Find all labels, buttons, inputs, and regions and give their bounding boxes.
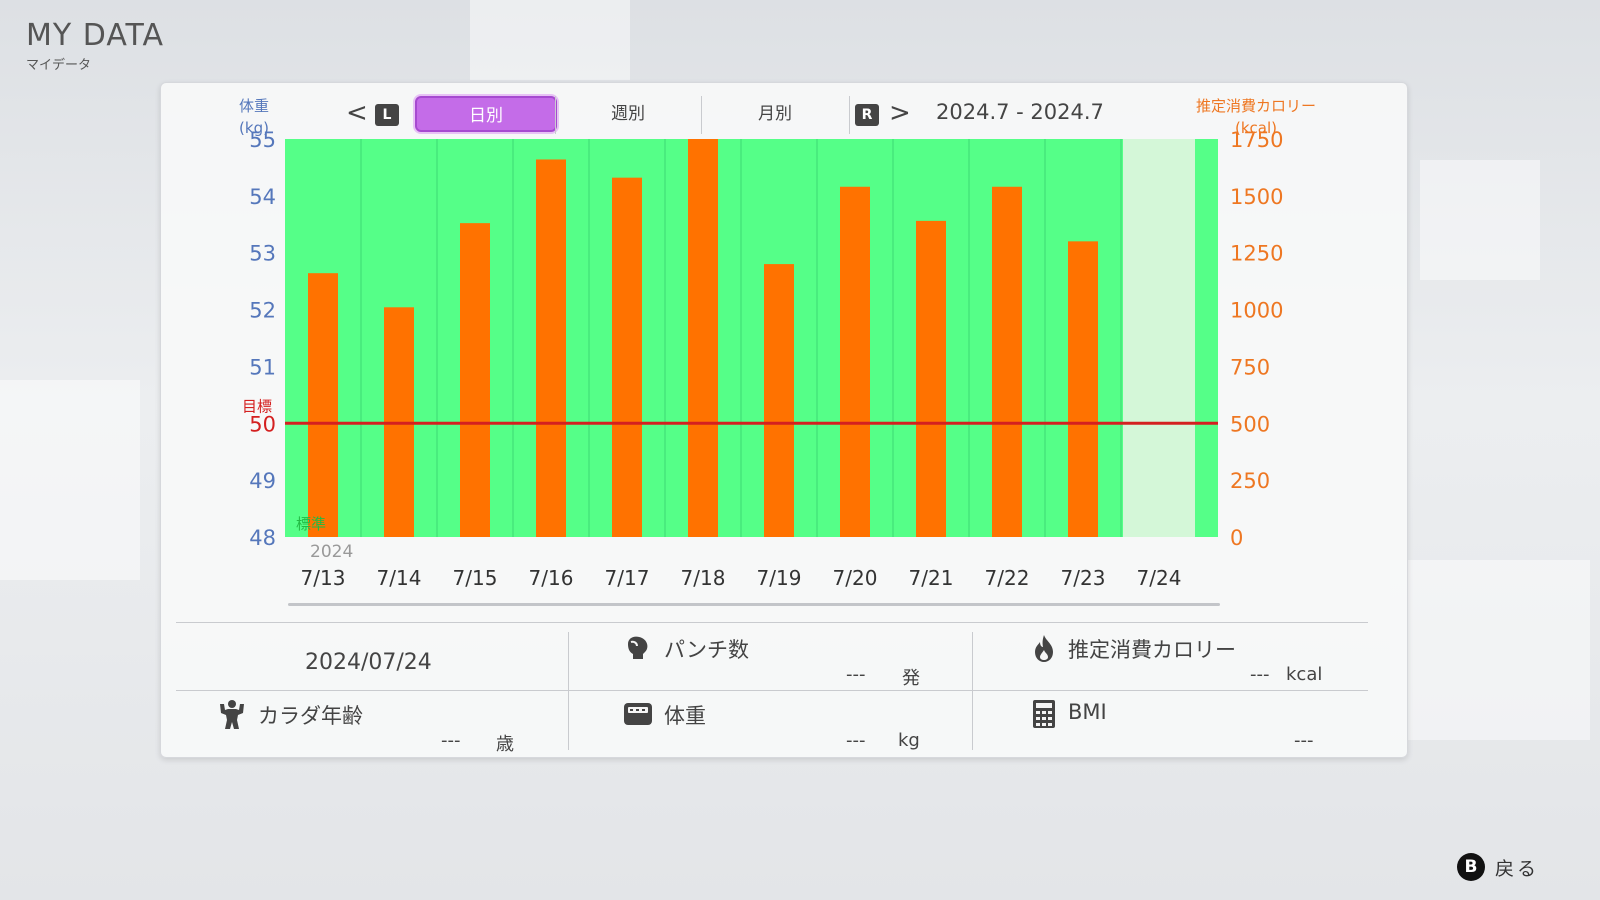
chart-year-label: 2024 [310, 542, 354, 562]
punch-count-unit: 発 [902, 668, 920, 689]
selected-date: 2024/07/24 [305, 650, 432, 675]
calorie-bar [308, 273, 338, 537]
date-range: 2024.7 - 2024.7 [936, 100, 1104, 124]
tab-divider [555, 96, 556, 134]
body-age-value: --- [441, 730, 461, 751]
selected-day-highlight [1123, 139, 1195, 537]
chart-scrollbar[interactable] [288, 603, 1220, 606]
calorie-label: 推定消費カロリー [1068, 638, 1236, 662]
left-axis-tick-label: 48 [249, 526, 276, 550]
boxing-glove-icon [628, 636, 648, 659]
x-axis-date-label[interactable]: 7/20 [832, 566, 878, 590]
calorie-value: --- [1250, 664, 1270, 685]
calorie-bar [1068, 241, 1098, 538]
x-axis-date-label[interactable]: 7/22 [984, 566, 1030, 590]
calculator-icon [1033, 700, 1055, 728]
body-age-label: カラダ年齢 [258, 704, 363, 728]
x-axis-date-label[interactable]: 7/16 [528, 566, 574, 590]
left-axis-tick-label: 53 [249, 242, 276, 266]
back-label: 戻る [1495, 857, 1540, 880]
right-axis-tick-label: 1000 [1230, 299, 1283, 323]
background-tile [1420, 160, 1540, 280]
punch-count-value: --- [846, 664, 866, 685]
l-button-icon[interactable]: L [375, 104, 399, 126]
standard-label: 標準 [296, 515, 326, 533]
weight-value: --- [846, 730, 866, 751]
x-axis-date-label[interactable]: 7/15 [452, 566, 498, 590]
calorie-bar [612, 177, 642, 538]
plot-background [285, 139, 1218, 537]
muscle-body-icon [220, 700, 244, 729]
tab-monthly[interactable]: 月別 [758, 104, 792, 124]
right-axis-title-line1: 推定消費カロリー [1195, 97, 1316, 115]
x-axis-date-label[interactable]: 7/13 [300, 566, 346, 590]
right-axis-tick-label: 750 [1230, 355, 1270, 379]
bmi-value: --- [1294, 730, 1314, 751]
background-tile [1390, 560, 1590, 740]
page-subtitle: マイデータ [26, 58, 92, 73]
x-axis-date-label[interactable]: 7/21 [908, 566, 954, 590]
left-axis-title: 体重 (kg) [236, 95, 272, 139]
background-tile [0, 380, 140, 580]
right-axis-tick-label: 250 [1230, 469, 1270, 493]
stats-divider [176, 622, 1368, 623]
next-period-arrow[interactable]: > [889, 98, 911, 128]
left-axis-tick-label: 51 [249, 355, 276, 379]
calorie-bar [764, 264, 794, 537]
left-axis-tick-label: 55 [249, 128, 276, 152]
x-axis-date-label[interactable]: 7/23 [1060, 566, 1106, 590]
scale-icon [624, 703, 652, 725]
weight-unit: kg [898, 730, 920, 751]
x-axis-date-label[interactable]: 7/19 [756, 566, 802, 590]
left-axis-tick-label: 52 [249, 299, 276, 323]
tab-weekly[interactable]: 週別 [611, 104, 645, 124]
right-axis-tick-label: 1250 [1230, 242, 1283, 266]
x-axis-date-label[interactable]: 7/14 [376, 566, 422, 590]
calorie-bar [992, 186, 1022, 537]
right-axis-tick-label: 1500 [1230, 185, 1283, 209]
bmi-label: BMI [1068, 700, 1107, 724]
right-axis-tick-label: 0 [1230, 526, 1243, 550]
right-axis-title: 推定消費カロリー (kcal) [1186, 95, 1326, 139]
tab-divider [701, 96, 702, 134]
background-tile [470, 0, 630, 80]
tab-divider [849, 96, 850, 134]
left-axis-tick-label: 49 [249, 469, 276, 493]
r-button-icon[interactable]: R [855, 104, 879, 126]
calorie-bar [460, 223, 490, 538]
prev-period-arrow[interactable]: < [346, 98, 368, 128]
weight-label: 体重 [664, 704, 706, 728]
right-axis-tick-label: 500 [1230, 412, 1270, 436]
x-axis-date-label[interactable]: 7/18 [680, 566, 726, 590]
tab-daily[interactable]: 日別 [415, 96, 557, 132]
target-label: 目標 [242, 397, 272, 415]
calorie-bar [536, 159, 566, 537]
calorie-bar [840, 186, 870, 537]
right-axis-tick-label: 1750 [1230, 128, 1283, 152]
left-axis-title-line2: (kg) [239, 119, 269, 137]
calorie-bar [916, 220, 946, 538]
stats-divider [972, 632, 973, 750]
x-axis-date-label[interactable]: 7/17 [604, 566, 650, 590]
left-axis-tick-label: 50 [249, 412, 276, 436]
stats-divider [176, 690, 1368, 691]
left-axis-tick-label: 54 [249, 185, 276, 209]
body-age-unit: 歳 [496, 734, 514, 755]
back-action[interactable]: B 戻る [1457, 852, 1539, 882]
punch-count-label: パンチ数 [664, 638, 750, 662]
b-button-icon[interactable]: B [1457, 853, 1485, 881]
calorie-bar [688, 139, 718, 537]
calorie-unit: kcal [1286, 664, 1323, 685]
left-axis-title-line1: 体重 [238, 97, 269, 115]
right-axis-title-line2: (kcal) [1235, 119, 1277, 137]
x-axis-date-label[interactable]: 7/24 [1136, 566, 1182, 590]
flame-icon [1035, 635, 1053, 662]
stats-divider [568, 632, 569, 750]
page-title: MY DATA [26, 18, 165, 53]
